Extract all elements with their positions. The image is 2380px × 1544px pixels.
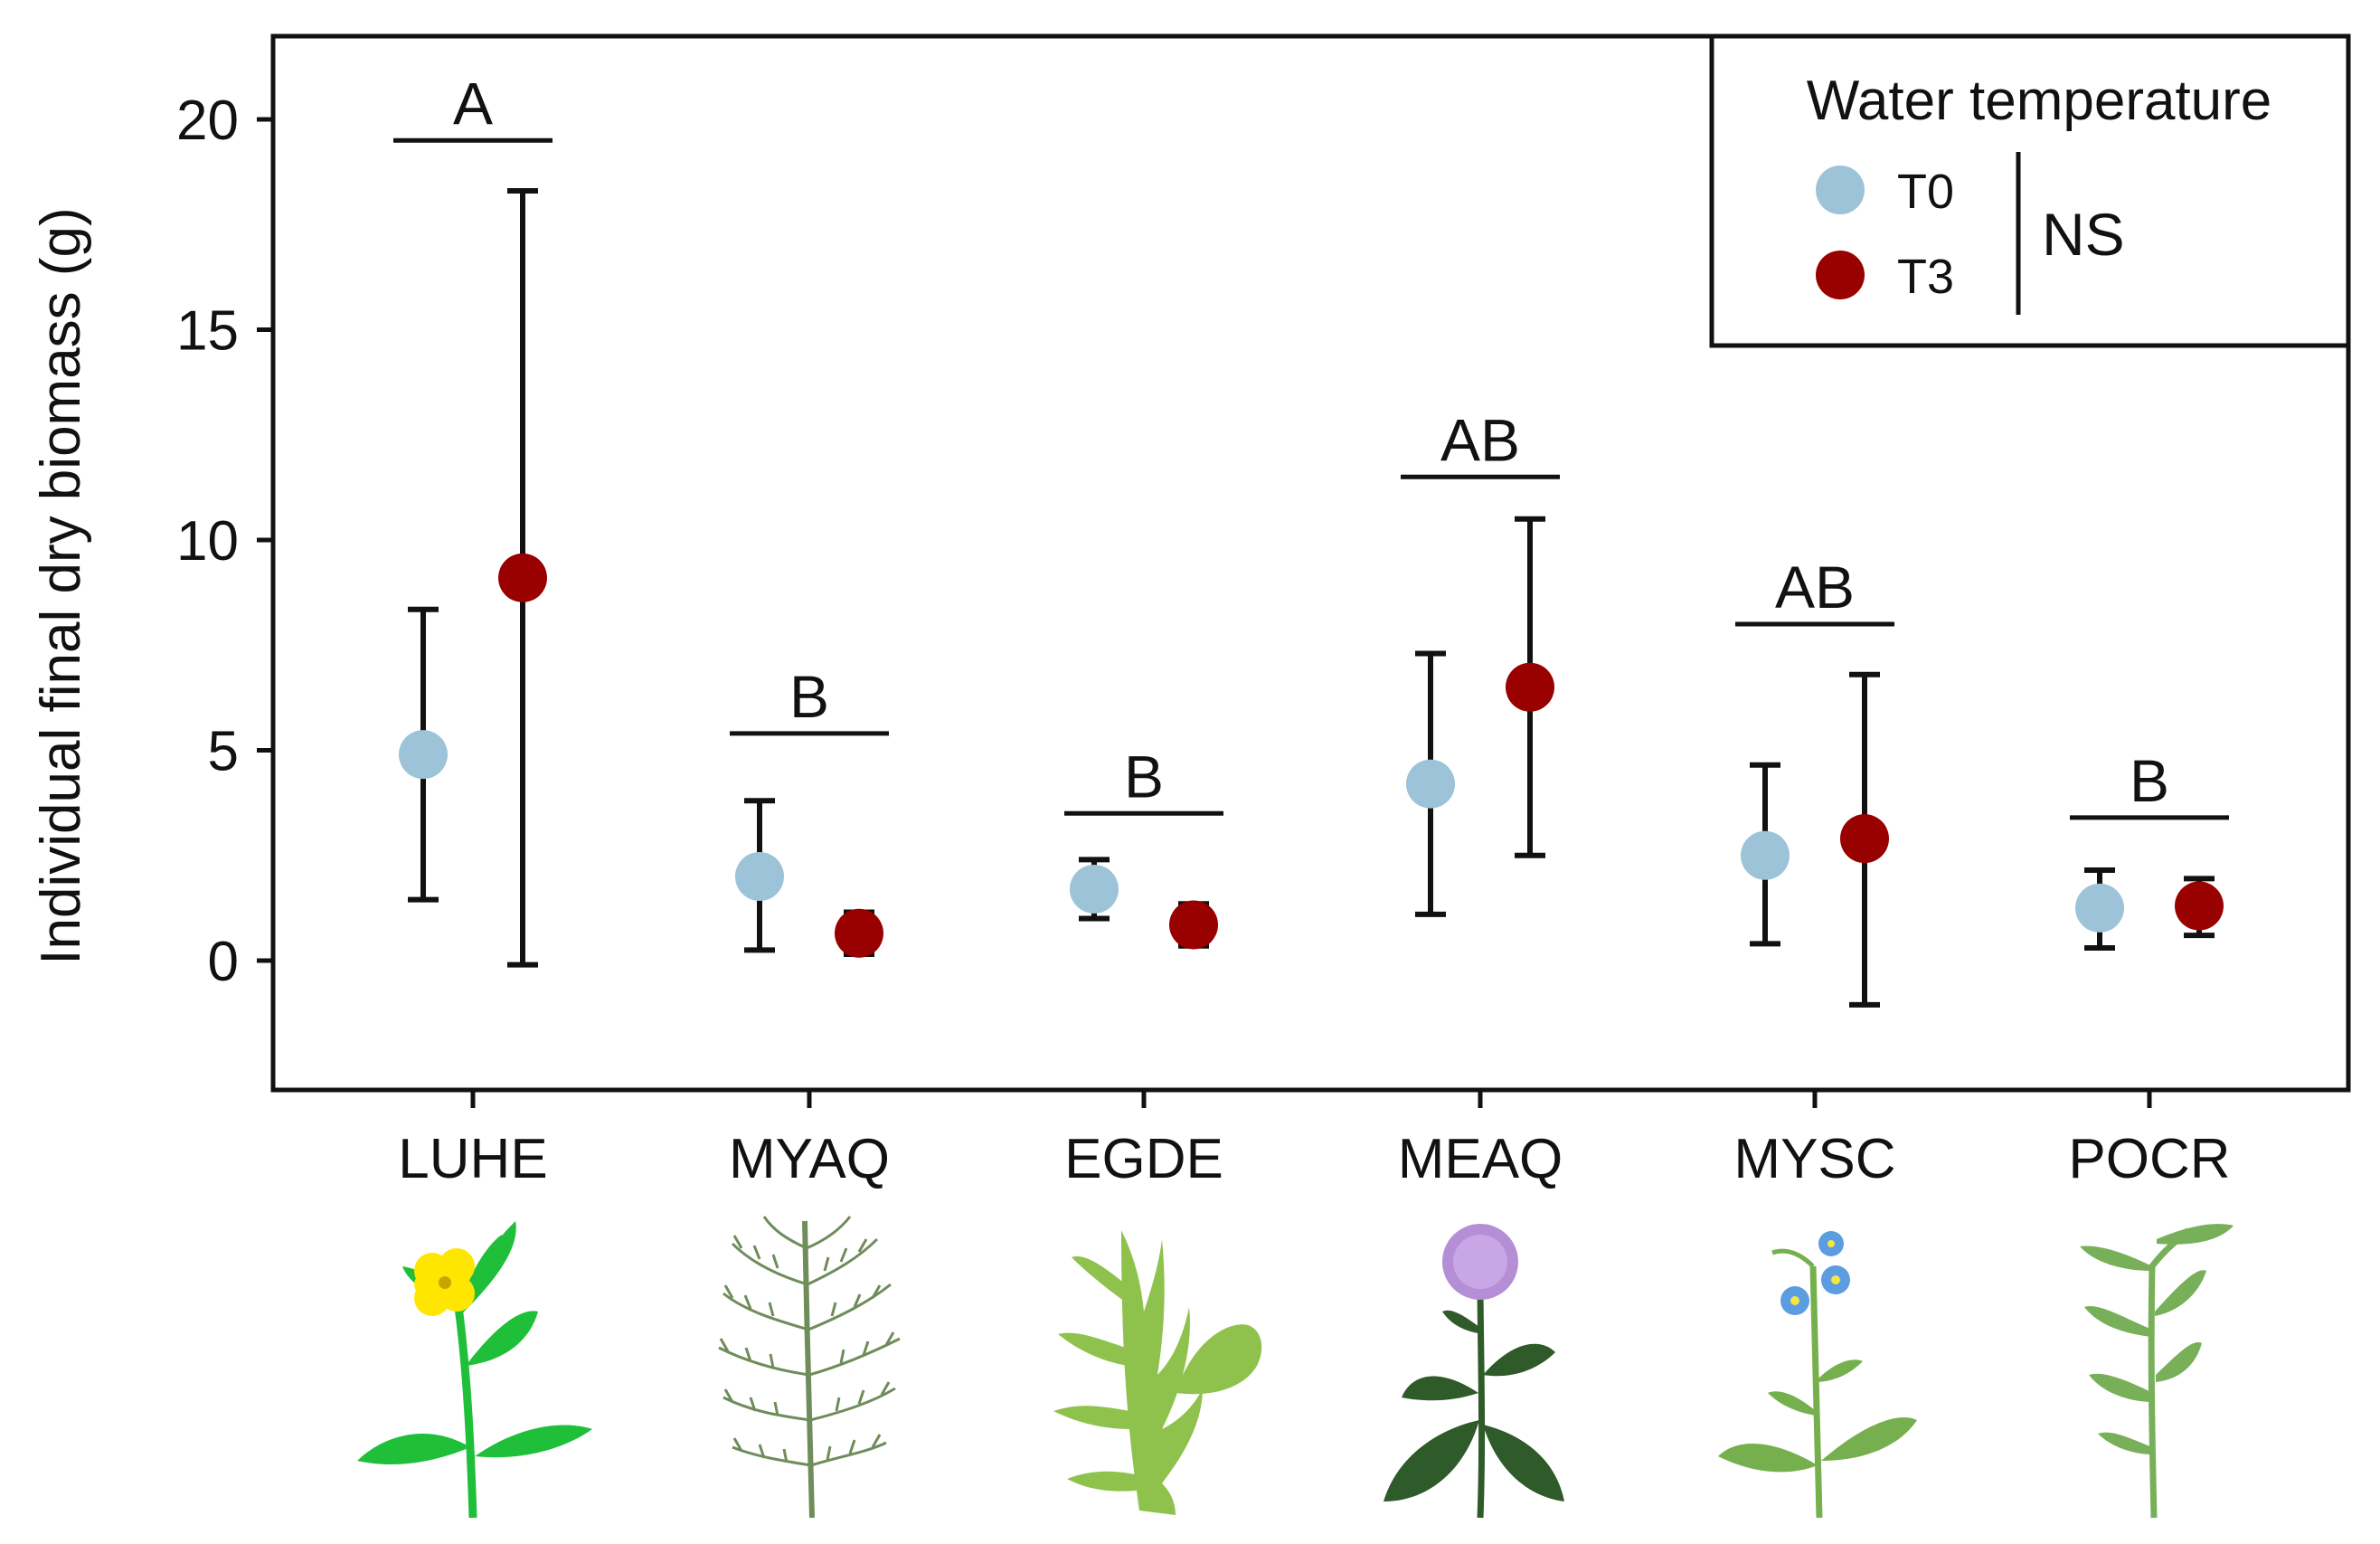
mean-point-t3-meaq (1506, 662, 1554, 712)
legend-t3-label: T3 (1897, 250, 1954, 304)
waterweed-plant-icon (1053, 1230, 1262, 1515)
category-labels: LUHE MYAQ EGDE MEAQ MYSC POCR (398, 1128, 2230, 1190)
category-label-meaq: MEAQ (1398, 1128, 1563, 1190)
mint-plant-icon (1384, 1224, 1564, 1519)
plot-frame (270, 33, 2351, 1093)
significance-letter-meaq: AB (1440, 406, 1520, 473)
mean-point-t3-myaq (835, 908, 883, 958)
mean-point-t0-luhe (399, 730, 448, 780)
significance-letter-mysc: AB (1775, 554, 1855, 620)
mean-point-t0-pocr (2075, 883, 2124, 933)
y-tick-label-20: 20 (176, 90, 239, 152)
legend-t0-marker (1816, 166, 1865, 214)
mean-point-t3-egde (1169, 900, 1218, 950)
y-axis-label: Individual final dry biomass (g) (30, 207, 92, 964)
data-marks (399, 188, 2224, 1008)
legend-t3-marker (1816, 251, 1865, 299)
category-label-luhe: LUHE (398, 1128, 547, 1190)
significance-letter-egde: B (1124, 743, 1164, 810)
yellow-flower-plant-icon (357, 1221, 592, 1519)
mean-point-t0-egde (1070, 864, 1119, 914)
category-label-myaq: MYAQ (729, 1128, 890, 1190)
y-tick-label-0: 0 (208, 931, 239, 993)
legend-ns-label: NS (2042, 201, 2125, 268)
mean-point-t3-luhe (498, 553, 547, 602)
mean-point-t3-pocr (2175, 881, 2224, 931)
significance-letter-pocr: B (2130, 747, 2169, 814)
mean-point-t0-myaq (735, 852, 784, 901)
significance-letter-luhe: A (453, 70, 493, 137)
x-axis-ticks (470, 1090, 2152, 1108)
mean-point-t3-mysc (1840, 814, 1889, 864)
forget-me-not-plant-icon (1718, 1231, 1917, 1519)
feathery-milfoil-plant-icon (718, 1216, 901, 1519)
category-label-pocr: POCR (2068, 1128, 2230, 1190)
y-axis-ticks: 0 5 10 15 20 (176, 90, 273, 993)
category-label-mysc: MYSC (1733, 1128, 1895, 1190)
legend-t0-label: T0 (1897, 165, 1954, 219)
y-tick-label-10: 10 (176, 510, 239, 573)
mean-point-t0-meaq (1406, 759, 1455, 809)
y-tick-label-5: 5 (208, 721, 239, 783)
category-label-egde: EGDE (1064, 1128, 1223, 1190)
mean-point-t0-mysc (1741, 830, 1790, 880)
legend-title: Water temperature (1807, 70, 2272, 132)
significance-letter-myaq: B (789, 663, 829, 730)
y-tick-label-15: 15 (176, 300, 239, 363)
legend: Water temperature T0 T3 NS (1709, 33, 2351, 348)
pondweed-plant-icon (2080, 1224, 2234, 1519)
